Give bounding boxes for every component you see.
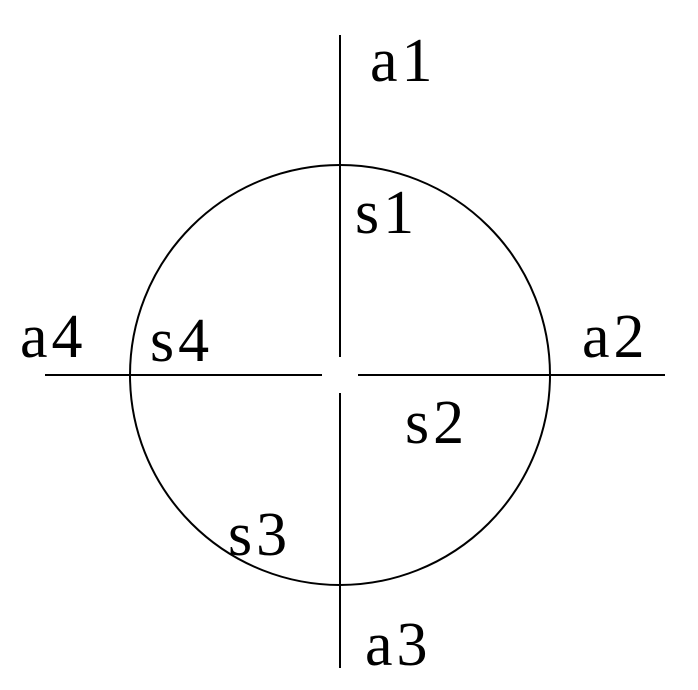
label-a4: a4: [20, 302, 87, 373]
label-s1: s1: [355, 178, 418, 249]
label-s3: s3: [228, 500, 291, 571]
label-s2: s2: [405, 388, 468, 459]
label-a1: a1: [370, 26, 437, 97]
label-a2: a2: [582, 302, 649, 373]
axes-group: [45, 35, 665, 668]
label-a3: a3: [365, 610, 432, 681]
label-s4: s4: [150, 306, 213, 377]
